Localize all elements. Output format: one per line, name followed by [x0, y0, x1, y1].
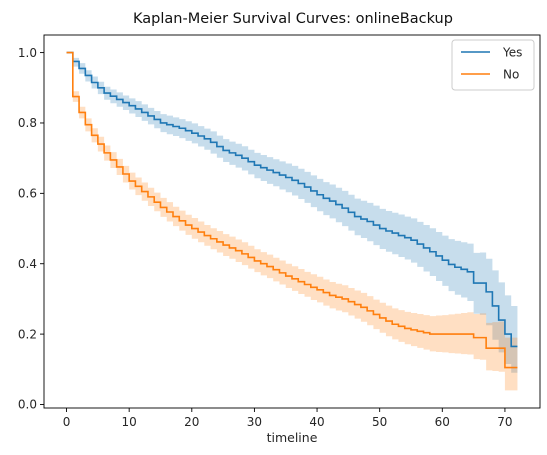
plot-frame [43, 34, 541, 409]
ci-band-yes [66, 52, 518, 373]
legend-label-yes: Yes [502, 46, 522, 60]
x-tick-label: 0 [63, 415, 71, 429]
x-axis-label: timeline [267, 430, 318, 445]
y-tick-label: 1.0 [18, 46, 37, 60]
x-tick-label: 60 [435, 415, 450, 429]
y-tick-label: 0.6 [18, 187, 37, 201]
x-tick-label: 70 [497, 415, 512, 429]
y-tick-label: 0.0 [18, 398, 37, 412]
x-tick-label: 50 [372, 415, 387, 429]
x-tick-label: 30 [247, 415, 262, 429]
survival-lines [66, 51, 518, 369]
chart-title: Kaplan-Meier Survival Curves: onlineBack… [133, 11, 453, 27]
survival-line-no [66, 51, 518, 369]
x-axis-ticks: 0 10 20 30 40 50 60 70 [63, 408, 513, 429]
confidence-bands [66, 52, 518, 391]
x-tick-label: 40 [309, 415, 324, 429]
y-axis-ticks: 0.0 0.2 0.4 0.6 0.8 1.0 [18, 46, 44, 412]
plot-area [66, 51, 518, 391]
y-tick-label: 0.8 [18, 116, 37, 130]
legend: Yes No [451, 39, 535, 91]
survival-line-yes [66, 51, 518, 348]
y-tick-label: 0.4 [18, 257, 37, 271]
x-tick-label: 10 [122, 415, 137, 429]
legend-label-no: No [503, 68, 519, 82]
y-tick-label: 0.2 [18, 327, 37, 341]
x-tick-label: 20 [184, 415, 199, 429]
